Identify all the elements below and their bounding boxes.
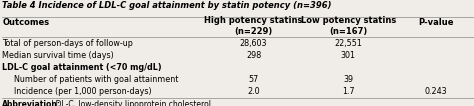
Text: LDL-C goal attainment (<70 mg/dL): LDL-C goal attainment (<70 mg/dL) [2, 63, 162, 72]
Text: 39: 39 [343, 75, 354, 84]
Text: Table 4 Incidence of LDL-C goal attainment by statin potency (n=396): Table 4 Incidence of LDL-C goal attainme… [2, 1, 332, 10]
Text: 298: 298 [246, 51, 261, 60]
Text: Median survival time (days): Median survival time (days) [2, 51, 114, 60]
Text: 28,603: 28,603 [240, 39, 267, 48]
Text: (n=167): (n=167) [329, 27, 367, 36]
Text: Abbreviation:: Abbreviation: [2, 100, 61, 106]
Text: (n=229): (n=229) [235, 27, 273, 36]
Text: 0.243: 0.243 [425, 87, 447, 96]
Text: Low potency statins: Low potency statins [301, 16, 396, 25]
Text: 301: 301 [341, 51, 356, 60]
Text: Number of patients with goal attainment: Number of patients with goal attainment [14, 75, 179, 84]
Text: LDL-C, low-density lipoprotein cholesterol.: LDL-C, low-density lipoprotein cholester… [49, 100, 213, 106]
Text: 1.7: 1.7 [342, 87, 355, 96]
Text: High potency statins: High potency statins [204, 16, 303, 25]
Text: Outcomes: Outcomes [2, 18, 49, 27]
Text: P-value: P-value [419, 18, 454, 27]
Text: 2.0: 2.0 [247, 87, 260, 96]
Text: 22,551: 22,551 [335, 39, 362, 48]
Text: Total of person-days of follow-up: Total of person-days of follow-up [2, 39, 133, 48]
Text: Incidence (per 1,000 person-days): Incidence (per 1,000 person-days) [14, 87, 152, 96]
Text: 57: 57 [248, 75, 259, 84]
